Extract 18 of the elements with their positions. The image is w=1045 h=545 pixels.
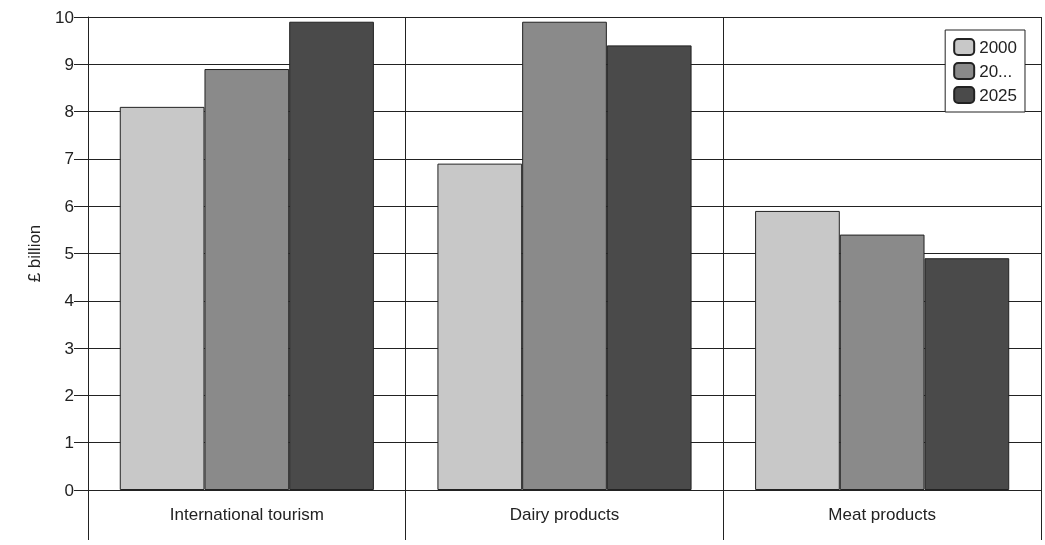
legend-label: 2025 bbox=[979, 85, 1018, 105]
legend-label: 20... bbox=[979, 61, 1013, 81]
y-tick-label: 3 bbox=[64, 338, 74, 358]
y-tick-label: 0 bbox=[64, 480, 74, 500]
x-tick-label: Dairy products bbox=[509, 505, 620, 524]
y-tick-label: 6 bbox=[64, 196, 74, 216]
y-tick-label: 8 bbox=[64, 102, 74, 122]
y-tick-label: 7 bbox=[64, 149, 74, 169]
y-tick-label: 4 bbox=[64, 291, 74, 311]
y-axis-title: £ billion bbox=[25, 224, 44, 283]
x-tick-label: International tourism bbox=[169, 505, 324, 524]
x-tick-label: Meat products bbox=[828, 505, 937, 524]
y-tick-label: 10 bbox=[55, 7, 74, 27]
y-tick-label: 1 bbox=[64, 433, 74, 453]
y-tick-label: 9 bbox=[64, 54, 74, 74]
legend-label: 2000 bbox=[979, 37, 1018, 57]
y-tick-label: 2 bbox=[64, 385, 74, 405]
y-tick-label: 5 bbox=[64, 244, 74, 263]
